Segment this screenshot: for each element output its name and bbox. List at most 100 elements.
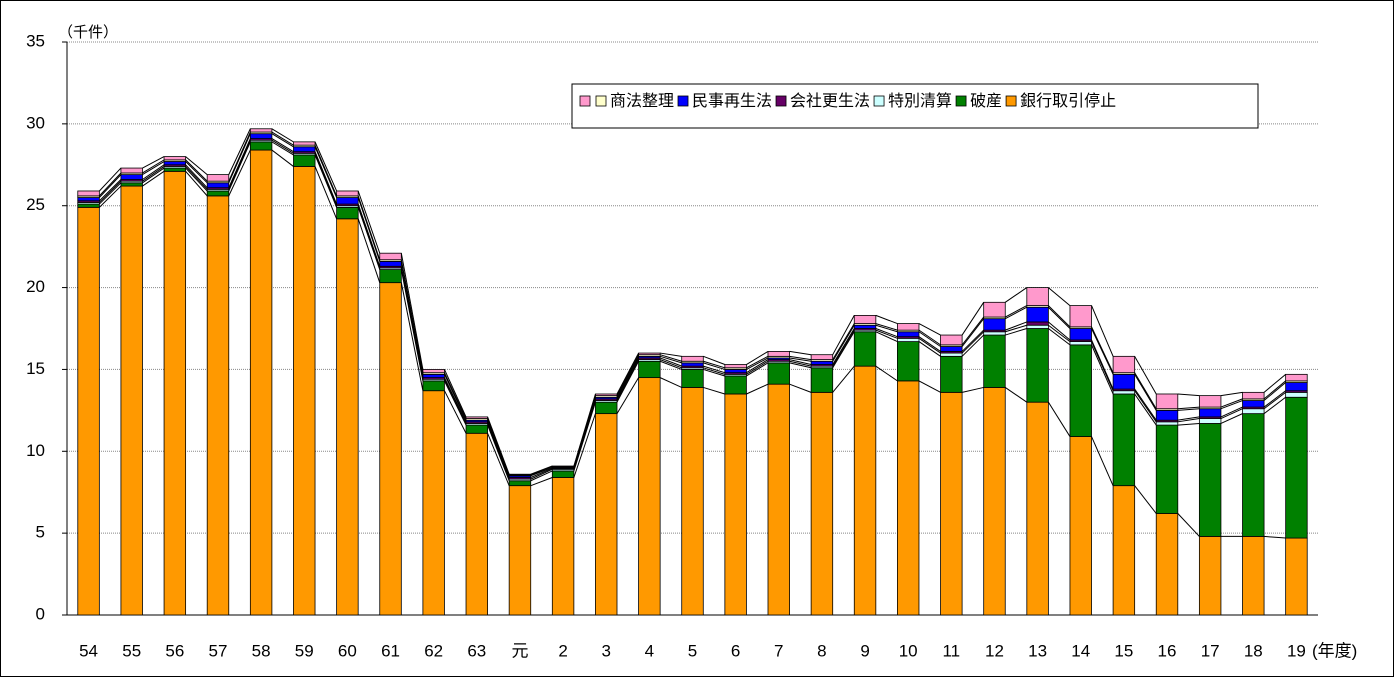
- series-line: [659, 357, 682, 367]
- series-line: [228, 149, 251, 197]
- bar-segment: [422, 390, 445, 616]
- series-line: [357, 195, 381, 260]
- x-tick-label: 6: [731, 641, 740, 660]
- series-line: [616, 356, 640, 398]
- series-line: [703, 368, 725, 377]
- bar-segment: [983, 331, 1006, 336]
- bar-segment: [163, 170, 187, 616]
- series-line: [918, 331, 941, 347]
- series-line: [271, 131, 294, 146]
- x-axis-label: (年度): [1312, 641, 1357, 660]
- bar-segment: [853, 365, 877, 616]
- series-line: [314, 144, 338, 197]
- series-line: [99, 185, 122, 208]
- y-tick-label: 15: [26, 359, 45, 378]
- x-tick-label: 11: [942, 641, 960, 660]
- series-line: [616, 357, 640, 400]
- series-line: [746, 359, 769, 374]
- bar-segment: [724, 393, 747, 616]
- series-line: [142, 159, 165, 174]
- bar-segment: [1285, 537, 1308, 616]
- series-line: [314, 166, 338, 220]
- series-line: [1091, 436, 1114, 486]
- bar-segment: [336, 218, 359, 616]
- series-line: [314, 141, 338, 192]
- bar-segment: [767, 351, 790, 357]
- series-line: [185, 156, 208, 175]
- series-line: [832, 365, 855, 393]
- x-tick-label: 63: [467, 641, 486, 660]
- series-line: [1005, 328, 1027, 336]
- series-line: [1220, 406, 1243, 418]
- series-line: [1177, 406, 1200, 410]
- bar-segment: [293, 166, 316, 616]
- series-line: [573, 413, 596, 478]
- x-tick-label: 58: [252, 641, 271, 660]
- bar-segment: [940, 391, 963, 616]
- series-line: [659, 360, 682, 370]
- x-tick-label: 61: [381, 641, 400, 660]
- series-line: [1048, 324, 1071, 342]
- series-line: [487, 424, 510, 481]
- bar-segment: [1069, 344, 1092, 437]
- series-line: [659, 359, 682, 369]
- bar-segment: [1285, 391, 1308, 398]
- series-line: [961, 331, 985, 354]
- bar-segment: [1155, 393, 1179, 410]
- series-line: [616, 354, 640, 396]
- bar-segment: [897, 337, 920, 342]
- series-line: [875, 365, 898, 382]
- series-line: [875, 323, 898, 331]
- bar-segment: [681, 387, 704, 616]
- series-line: [1177, 418, 1200, 423]
- series-line: [1048, 328, 1071, 346]
- bar-segment: [1155, 421, 1179, 426]
- series-line: [271, 133, 294, 148]
- bar-segment: [638, 377, 661, 616]
- bar-segment: [1069, 328, 1092, 341]
- series-line: [228, 138, 251, 188]
- bar-segment: [1242, 536, 1265, 616]
- series-line: [703, 367, 725, 375]
- bar-segment: [77, 197, 100, 202]
- series-line: [487, 433, 510, 486]
- bar-segment: [1242, 413, 1265, 537]
- series-line: [660, 352, 682, 357]
- series-line: [98, 167, 122, 192]
- series-line: [185, 171, 208, 197]
- bar-segment: [724, 364, 747, 369]
- series-line: [660, 355, 682, 364]
- legend-marker: [579, 95, 591, 107]
- series-line: [1134, 372, 1157, 409]
- y-axis-label: （千件）: [58, 24, 118, 41]
- series-line: [789, 360, 812, 367]
- series-line: [185, 164, 208, 189]
- bar-segment: [595, 413, 618, 616]
- series-line: [660, 354, 682, 362]
- series-line: [1005, 321, 1027, 331]
- series-line: [1263, 390, 1286, 408]
- bar-segment: [206, 195, 230, 616]
- bar-segment: [293, 141, 316, 146]
- bar-segment: [983, 334, 1006, 388]
- series-line: [228, 133, 251, 183]
- series-line: [487, 423, 510, 480]
- series-line: [142, 166, 165, 182]
- series-line: [530, 470, 553, 482]
- x-tick-label: 4: [645, 641, 654, 660]
- bar-segment: [1112, 373, 1136, 390]
- series-line: [1134, 388, 1157, 421]
- x-tick-label: 56: [165, 641, 184, 660]
- bar-segment: [1285, 396, 1308, 539]
- bar-segment: [681, 355, 704, 362]
- series-line: [1220, 391, 1243, 397]
- bar-segment: [551, 465, 575, 468]
- series-line: [832, 315, 855, 355]
- series-line: [1048, 306, 1071, 329]
- x-tick-label: 3: [601, 641, 610, 660]
- series-line: [314, 153, 338, 206]
- bar-segment: [1069, 436, 1092, 616]
- series-line: [703, 360, 725, 369]
- series-line: [746, 350, 769, 365]
- series-line: [746, 357, 769, 370]
